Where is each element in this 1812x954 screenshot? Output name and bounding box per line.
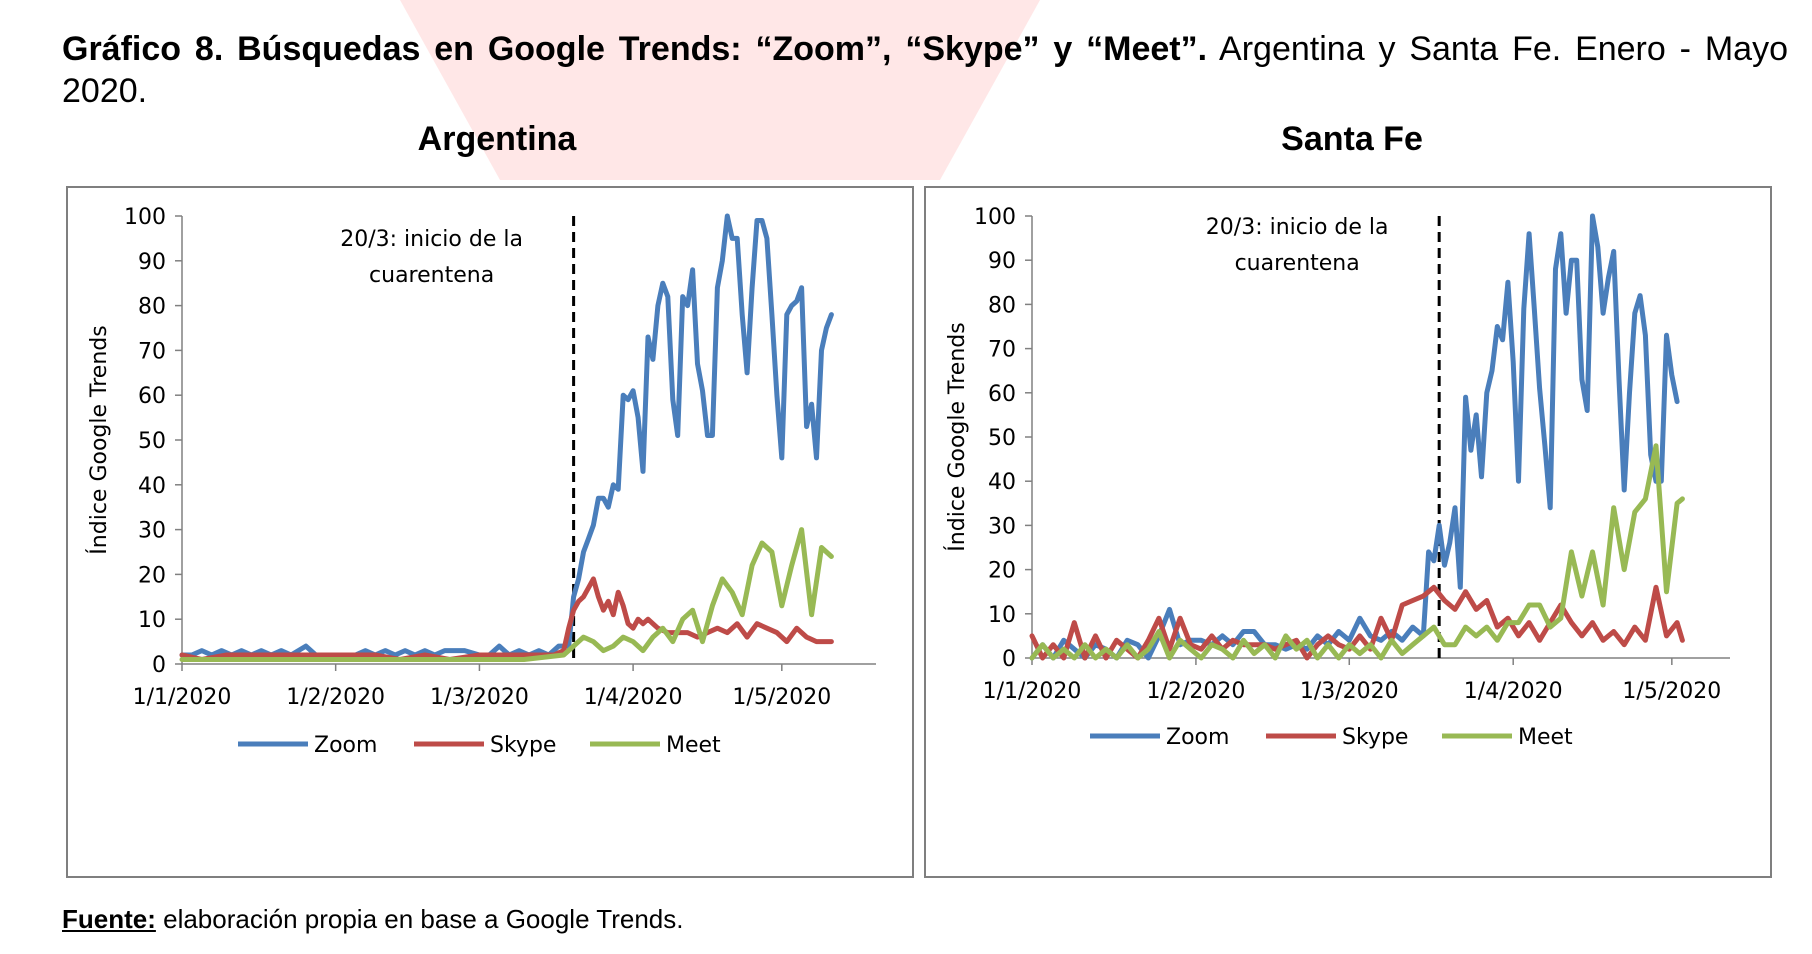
chart-title-santa-fe: Santa Fe — [1281, 120, 1423, 158]
chart-panel-santa-fe: 0 10 20 30 40 50 60 70 80 90 100 1/1/2020 1/2/2020 1/… — [924, 186, 1772, 878]
y-tick-label: 40 — [138, 474, 166, 499]
quarantine-annotation-text: cuarentena — [1235, 251, 1360, 276]
chart-panel-argentina: 0 10 20 30 40 50 60 70 80 90 100 1/1/2020 1/2/2020 1/… — [66, 186, 914, 878]
y-tick-label: 20 — [988, 559, 1016, 584]
y-tick-label: 50 — [138, 429, 166, 454]
quarantine-annotation-text: 20/3: inicio de la — [1206, 215, 1389, 240]
y-tick-label: 0 — [1002, 647, 1016, 672]
source-label: Fuente: — [62, 904, 156, 934]
x-tick-label: 1/3/2020 — [1300, 679, 1399, 704]
x-tick-label: 1/2/2020 — [1147, 679, 1246, 704]
y-tick-label: 40 — [988, 470, 1016, 495]
y-tick-label: 30 — [988, 514, 1016, 539]
y-tick-label: 60 — [988, 382, 1016, 407]
series-line-meet — [1029, 443, 1685, 661]
x-tick-label: 1/1/2020 — [133, 685, 232, 710]
legend-label-meet: Meet — [666, 733, 721, 758]
y-tick-label: 100 — [124, 205, 166, 230]
line-chart-argentina: 0 10 20 30 40 50 60 70 80 90 100 1/1/2020 1/2/2020 1/… — [86, 205, 876, 758]
x-tick-label: 1/5/2020 — [732, 685, 831, 710]
legend-label-zoom: Zoom — [314, 733, 377, 758]
legend-label-meet: Meet — [1518, 725, 1573, 750]
y-tick-label: 70 — [988, 338, 1016, 363]
y-tick-label: 90 — [138, 250, 166, 275]
y-tick-label: 0 — [152, 653, 166, 678]
y-tick-label: 60 — [138, 384, 166, 409]
y-tick-label: 70 — [138, 339, 166, 364]
series-line-meet — [179, 527, 834, 662]
y-tick-label: 10 — [988, 603, 1016, 628]
x-tick-label: 1/5/2020 — [1622, 679, 1721, 704]
legend-label-zoom: Zoom — [1166, 725, 1229, 750]
y-tick-label: 100 — [974, 205, 1016, 230]
quarantine-annotation-text: 20/3: inicio de la — [340, 227, 523, 252]
x-tick-label: 1/4/2020 — [1464, 679, 1563, 704]
quarantine-annotation-text: cuarentena — [369, 263, 494, 288]
source-note: Fuente: elaboración propia en base a Goo… — [62, 904, 683, 935]
figure-caption: Gráfico 8. Búsquedas en Google Trends: “… — [62, 28, 1788, 112]
y-tick-label: 90 — [988, 249, 1016, 274]
x-tick-label: 1/1/2020 — [983, 679, 1082, 704]
x-tick-label: 1/3/2020 — [430, 685, 529, 710]
y-axis-label: Índice Google Trends — [944, 322, 970, 551]
y-tick-label: 80 — [988, 293, 1016, 318]
caption-bold: Gráfico 8. Búsquedas en Google Trends: “… — [62, 30, 1208, 68]
caption-rest: Argentina y Santa Fe. Enero - Mayo 2020. — [62, 30, 1788, 110]
y-tick-label: 80 — [138, 295, 166, 320]
y-tick-label: 30 — [138, 519, 166, 544]
source-text: elaboración propia en base a Google Tren… — [155, 904, 684, 934]
y-axis-label: Índice Google Trends — [86, 325, 112, 554]
line-chart-santa-fe: 0 10 20 30 40 50 60 70 80 90 100 1/1/2020 1/2/2020 1/… — [944, 205, 1730, 750]
series-line-zoom — [179, 213, 834, 658]
x-tick-label: 1/2/2020 — [286, 685, 385, 710]
legend-label-skype: Skype — [490, 733, 556, 758]
y-tick-label: 50 — [988, 426, 1016, 451]
y-tick-label: 20 — [138, 563, 166, 588]
x-tick-label: 1/4/2020 — [584, 685, 683, 710]
chart-title-argentina: Argentina — [417, 120, 577, 158]
legend-label-skype: Skype — [1342, 725, 1408, 750]
y-tick-label: 10 — [138, 608, 166, 633]
